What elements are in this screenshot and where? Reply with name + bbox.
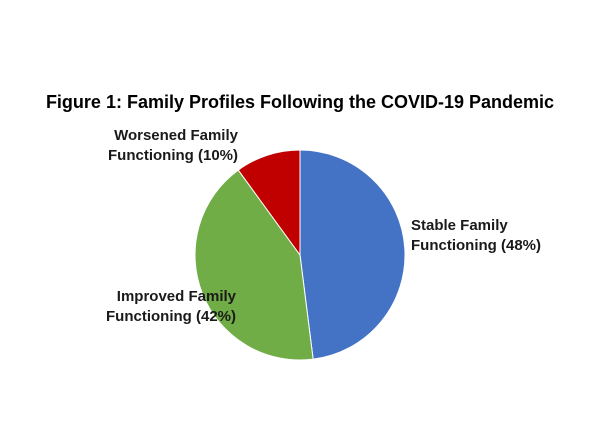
pie-slice-improved <box>194 169 314 361</box>
slice-label-stable-line1: Stable Family <box>411 217 508 234</box>
slice-label-stable: Stable Family Functioning (48%) <box>411 216 541 256</box>
slice-label-worsened-line2: Functioning (10%) <box>108 147 238 164</box>
slice-label-improved-line1: Improved Family <box>116 288 236 305</box>
slice-label-improved-line2: Functioning (42%) <box>106 308 236 325</box>
slice-label-worsened: Worsened Family Functioning (10%) <box>78 126 238 166</box>
pie-slice-stable <box>299 149 406 360</box>
pie-slice-worsened <box>237 149 301 257</box>
chart-title: Figure 1: Family Profiles Following the … <box>45 92 555 112</box>
slice-label-stable-line2: Functioning (48%) <box>411 237 541 254</box>
slice-label-worsened-line1: Worsened Family <box>114 127 238 144</box>
slice-label-improved: Improved Family Functioning (42%) <box>86 287 236 327</box>
